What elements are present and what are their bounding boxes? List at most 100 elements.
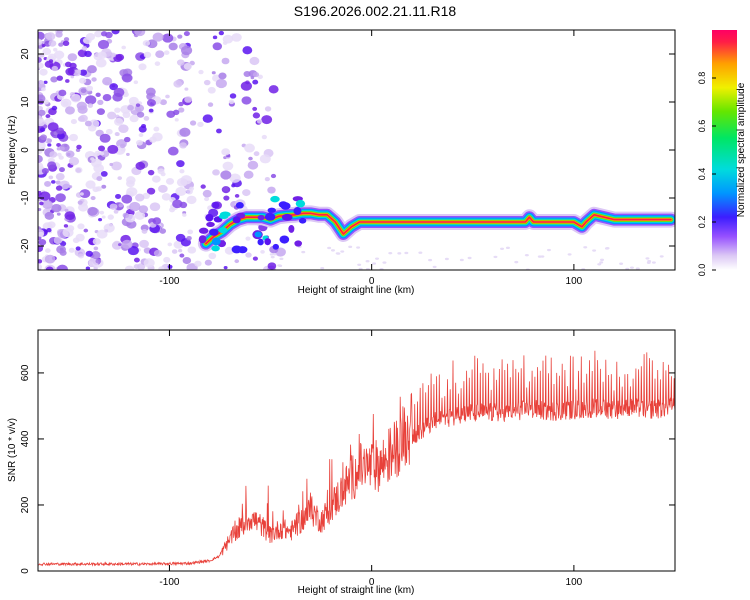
spectrogram-noise-blob bbox=[583, 246, 588, 249]
spectrogram-noise-blob bbox=[85, 95, 97, 105]
spectrogram-noise-blob bbox=[111, 161, 122, 171]
spectrogram-noise-blob bbox=[147, 169, 155, 176]
spectrogram-noise-blob bbox=[252, 106, 258, 111]
spectrogram-noise-blob bbox=[635, 267, 640, 270]
snr-plot-area bbox=[38, 330, 675, 571]
spectrogram-ridge-blob bbox=[280, 202, 291, 210]
spectrogram-noise-blob bbox=[38, 154, 43, 164]
spectrogram-noise-blob bbox=[58, 42, 64, 47]
spectrogram-noise-blob bbox=[189, 120, 197, 126]
spectrogram-noise-blob bbox=[162, 33, 174, 43]
spectrogram-noise-blob bbox=[113, 87, 125, 97]
spectrogram-noise-blob bbox=[101, 215, 106, 219]
snr-frame bbox=[37, 329, 676, 572]
spectrogram-noise-blob bbox=[62, 228, 74, 238]
spectrogram-noise-blob bbox=[99, 210, 105, 215]
spectrogram-ridge-blob bbox=[257, 214, 265, 221]
spectrogram-noise-blob bbox=[118, 203, 124, 208]
spectrogram-noise-blob bbox=[77, 200, 83, 205]
spectrogram-noise-blob bbox=[202, 189, 212, 198]
spectrogram-noise-blob bbox=[222, 34, 234, 44]
spectrogram-noise-blob bbox=[659, 255, 664, 258]
spectrogram-noise-blob bbox=[96, 229, 108, 239]
spectrogram-noise-blob bbox=[221, 148, 231, 156]
spectrogram-noise-blob bbox=[174, 118, 179, 122]
spectrogram-noise-blob bbox=[65, 67, 75, 76]
spectrogram-noise-blob bbox=[216, 128, 222, 134]
snr-panel: -100 0 100 0 200 400 600 Height of straight l… bbox=[7, 329, 676, 596]
spectrogram-noise-blob bbox=[139, 239, 149, 248]
spectrogram-noise-blob bbox=[356, 246, 361, 249]
spectrogram-noise-blob bbox=[231, 183, 236, 188]
spectrogram-noise-blob bbox=[122, 212, 130, 219]
spectrogram-noise-blob bbox=[38, 162, 44, 171]
spectrogram-noise-blob bbox=[153, 249, 163, 257]
spectrogram-ridge-blob bbox=[295, 199, 306, 208]
spectrogram-noise-blob bbox=[70, 119, 77, 125]
spectrogram-noise-blob bbox=[86, 85, 94, 92]
spectrogram-noise-blob bbox=[221, 57, 230, 65]
spectrogram-noise-blob bbox=[184, 96, 193, 103]
spectrogram-noise-blob bbox=[444, 257, 449, 261]
spectrogram-noise-blob bbox=[45, 266, 54, 270]
spectrogram-noise-blob bbox=[197, 121, 204, 128]
spectrogram-noise-blob bbox=[114, 132, 120, 137]
spectrogram-noise-blob bbox=[270, 173, 277, 179]
spectrogram-noise-blob bbox=[537, 255, 542, 258]
spectrogram-noise-blob bbox=[155, 50, 165, 58]
snr-x-tick-label: 100 bbox=[566, 577, 583, 588]
snr-series-line bbox=[38, 350, 675, 567]
spectrogram-noise-blob bbox=[47, 161, 57, 169]
spectrogram-noise-blob bbox=[56, 264, 68, 270]
spectrogram-noise-blob bbox=[121, 194, 133, 204]
spectrogram-noise-blob bbox=[56, 75, 64, 81]
spectrogram-noise-blob bbox=[145, 87, 156, 96]
spectrogram-noise-blob bbox=[599, 261, 604, 264]
spectrogram-noise-blob bbox=[397, 252, 402, 255]
spectrogram-noise-blob bbox=[95, 58, 107, 68]
spectrogram-noise-blob bbox=[42, 47, 52, 56]
spectrogram-ridge-blob bbox=[264, 212, 276, 221]
spectrogram-noise-blob bbox=[76, 101, 87, 111]
spectrogram-noise-blob bbox=[41, 168, 49, 174]
spectrogram-noise-blob bbox=[79, 77, 87, 84]
spectrogram-noise-blob bbox=[135, 103, 141, 107]
spectrogram-noise-blob bbox=[136, 111, 145, 118]
spectrogram-ridge-layer bbox=[197, 195, 675, 254]
spectrogram-noise-blob bbox=[261, 115, 273, 125]
spectrogram-noise-blob bbox=[38, 231, 44, 237]
figure-title: S196.2026.002.21.11.R18 bbox=[294, 3, 457, 19]
spectrogram-ridge-blob bbox=[298, 217, 307, 224]
spectrogram-noise-blob bbox=[158, 184, 168, 193]
spectrogram-noise-blob bbox=[111, 30, 120, 35]
spectrogram-noise-blob bbox=[135, 161, 146, 170]
spectrogram-noise-blob bbox=[38, 239, 47, 246]
spectrogram-noise-blob bbox=[127, 245, 139, 256]
spectrogram-noise-blob bbox=[85, 250, 93, 257]
spectrogram-noise-blob bbox=[43, 80, 48, 84]
spectrogram-noise-blob bbox=[39, 68, 48, 76]
spectrogram-noise-blob bbox=[97, 51, 107, 60]
spectrogram-noise-blob bbox=[56, 146, 62, 151]
spectrogram-noise-blob bbox=[240, 81, 252, 91]
spectrogram-ridge-blob bbox=[254, 231, 262, 238]
spectrogram-noise-blob bbox=[252, 79, 259, 85]
spectrogram-noise-blob bbox=[99, 133, 111, 143]
spectrogram-noise-blob bbox=[163, 50, 170, 55]
spectrogram-noise-blob bbox=[47, 221, 56, 229]
spectrogram-noise-blob bbox=[53, 236, 63, 245]
spectrogram-noise-blob bbox=[375, 257, 380, 260]
spectrogram-noise-blob bbox=[151, 175, 161, 183]
spectrogram-noise-blob bbox=[138, 133, 144, 138]
spectrogram-noise-blob bbox=[505, 246, 510, 250]
spectrogram-noise-blob bbox=[382, 261, 387, 264]
spectrogram-noise-blob bbox=[135, 139, 143, 146]
spectrogram-noise-blob bbox=[97, 39, 110, 50]
spectrogram-noise-blob bbox=[142, 40, 151, 47]
spectrogram-noise-blob bbox=[159, 228, 167, 234]
spectrogram-noise-blob bbox=[56, 30, 63, 34]
spectrogram-noise-blob bbox=[223, 265, 228, 270]
spectrogram-noise-blob bbox=[202, 114, 213, 123]
spectrogram-ridge-blob bbox=[209, 228, 219, 236]
spectrogram-noise-blob bbox=[91, 77, 97, 82]
